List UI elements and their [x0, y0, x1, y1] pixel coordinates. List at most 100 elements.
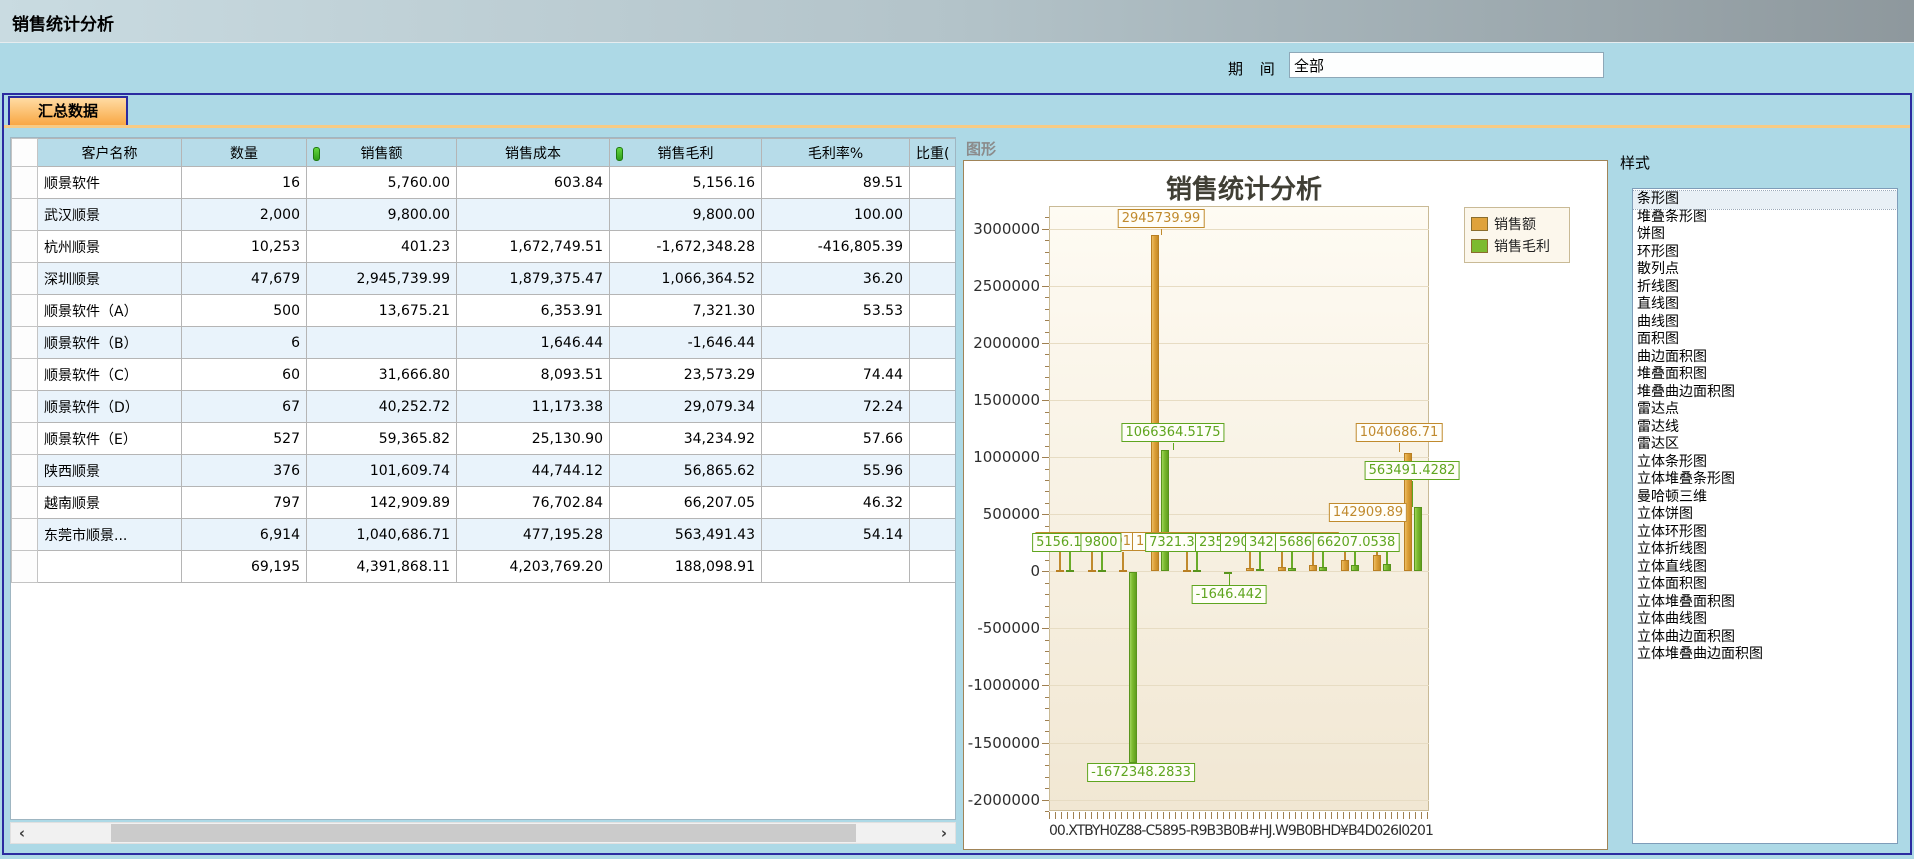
y-axis-label: -2000000 [967, 790, 1040, 809]
row-header[interactable] [11, 230, 38, 263]
table-row[interactable]: 越南顺景 797 142,909.89 76,702.84 66,207.05 46.32 [11, 486, 955, 519]
style-option[interactable]: 立体环形图 [1637, 523, 1707, 540]
style-option[interactable]: 雷达区 [1637, 436, 1679, 452]
y-axis-major-tick [1042, 514, 1049, 516]
sales-bar [1182, 569, 1191, 572]
column-header[interactable]: 销售成本 [456, 138, 610, 167]
style-option[interactable]: 立体堆叠面积图 [1637, 593, 1735, 610]
y-axis-minor-tick [1045, 217, 1049, 219]
table-cell: 60 [181, 358, 307, 391]
scrollbar-thumb[interactable] [111, 824, 856, 842]
row-header[interactable] [11, 166, 38, 199]
scroll-left-icon[interactable]: ‹ [18, 824, 26, 842]
style-option[interactable]: 立体直线图 [1637, 558, 1707, 575]
row-header[interactable] [11, 550, 38, 583]
label-connector [1195, 552, 1198, 571]
table-cell: 深圳顺景 [37, 262, 182, 295]
table-cell: 54.14 [761, 518, 910, 551]
table-cell: 527 [181, 422, 307, 455]
chart-style-listbox[interactable]: 条形图 堆叠条形图 饼图 环形图 散列点 折线图 直线图 曲线图 面积图 曲边面积图 堆叠面积图 堆叠… [1632, 188, 1898, 844]
table-cell: 1,646.44 [456, 326, 610, 359]
column-header[interactable]: 销售毛利 [609, 138, 762, 167]
style-option[interactable]: 散列点 [1637, 261, 1679, 277]
table-cell: 9,800.00 [609, 198, 762, 231]
style-option[interactable]: 立体堆叠条形图 [1637, 471, 1735, 487]
style-option[interactable]: 饼图 [1637, 226, 1665, 242]
sales-bar [1087, 570, 1096, 573]
profit-bar [1319, 567, 1328, 572]
style-option[interactable]: 堆叠条形图 [1637, 208, 1707, 225]
row-header[interactable] [11, 390, 38, 423]
table-row[interactable]: 杭州顺景 10,253 401.23 1,672,749.51 -1,672,348.2… [11, 230, 955, 263]
style-option[interactable]: 堆叠面积图 [1637, 366, 1707, 382]
table-cell: 1,040,686.71 [306, 518, 457, 551]
style-option[interactable]: 堆叠曲边面积图 [1637, 383, 1735, 400]
tab-summary-data[interactable]: 汇总数据 [8, 96, 128, 125]
callout-connector [1229, 573, 1230, 585]
style-option[interactable]: 雷达点 [1637, 401, 1679, 417]
row-header[interactable] [11, 326, 38, 359]
data-label: 1066364.5175 [1121, 423, 1225, 442]
table-row[interactable]: 顺景软件（E） 527 59,365.82 25,130.90 34,234.92 57.… [11, 422, 955, 455]
style-option[interactable]: 曲边面积图 [1637, 348, 1707, 365]
row-header[interactable] [11, 262, 38, 295]
period-input[interactable] [1289, 52, 1604, 78]
row-header[interactable] [11, 518, 38, 551]
table-cell [909, 486, 955, 519]
style-option[interactable]: 立体饼图 [1637, 506, 1693, 522]
row-header[interactable] [11, 454, 38, 487]
table-cell [761, 550, 910, 583]
table-row[interactable]: 69,195 4,391,868.11 4,203,769.20 188,098.91 [11, 550, 955, 583]
style-option[interactable]: 立体堆叠曲边面积图 [1637, 646, 1763, 662]
style-option[interactable]: 曼哈顿三维 [1637, 488, 1707, 505]
row-header[interactable] [11, 358, 38, 391]
y-axis-minor-tick [1045, 639, 1049, 641]
table-cell [909, 198, 955, 231]
table-cell: 10,253 [181, 230, 307, 263]
y-axis-minor-tick [1045, 331, 1049, 333]
y-axis-minor-tick [1045, 468, 1049, 470]
row-header[interactable] [11, 422, 38, 455]
horizontal-scrollbar[interactable]: ‹ › [10, 822, 956, 844]
table-row[interactable]: 顺景软件（A） 500 13,675.21 6,353.91 7,321.30 53.53 [11, 294, 955, 327]
style-option[interactable]: 立体面积图 [1637, 576, 1707, 592]
style-option[interactable]: 曲线图 [1637, 313, 1679, 330]
column-header[interactable]: 毛利率% [761, 138, 910, 167]
style-option[interactable]: 雷达线 [1637, 418, 1679, 435]
table-row[interactable]: 顺景软件（D） 67 40,252.72 11,173.38 29,079.34 72.2… [11, 390, 955, 423]
style-option[interactable]: 立体折线图 [1637, 541, 1707, 557]
column-header[interactable]: 销售额 [306, 138, 457, 167]
style-option[interactable]: 面积图 [1637, 331, 1679, 347]
column-filter-icon[interactable] [616, 147, 623, 161]
table-row[interactable]: 顺景软件（B） 6 1,646.44 -1,646.44 [11, 326, 955, 359]
table-cell: 顺景软件 [37, 166, 182, 199]
table-cell: 6,353.91 [456, 294, 610, 327]
column-header[interactable]: 客户名称 [37, 138, 182, 167]
y-axis-major-tick [1042, 228, 1049, 230]
table-row[interactable]: 东莞市顺景... 6,914 1,040,686.71 477,195.28 563,4… [11, 518, 955, 551]
y-axis-label: 0 [1030, 562, 1040, 581]
row-header[interactable] [11, 294, 38, 327]
column-header[interactable]: 比重( [909, 138, 955, 167]
row-header[interactable] [11, 198, 38, 231]
label-connector [1290, 552, 1293, 568]
style-option[interactable]: 折线图 [1637, 278, 1679, 295]
table-cell: 越南顺景 [37, 486, 182, 519]
table-row[interactable]: 顺景软件 16 5,760.00 603.84 5,156.16 89.51 [11, 166, 955, 199]
row-header[interactable] [11, 486, 38, 519]
y-axis-label: -1500000 [967, 733, 1040, 752]
style-option[interactable]: 立体曲线图 [1637, 611, 1707, 627]
style-option[interactable]: 立体条形图 [1637, 453, 1707, 470]
style-option[interactable]: 直线图 [1637, 296, 1679, 312]
style-option[interactable]: 立体曲边面积图 [1637, 628, 1735, 645]
table-row[interactable]: 深圳顺景 47,679 2,945,739.99 1,879,375.47 1,066,… [11, 262, 955, 295]
column-header[interactable]: 数量 [181, 138, 307, 167]
table-row[interactable]: 顺景软件（C） 60 31,666.80 8,093.51 23,573.29 74.44 [11, 358, 955, 391]
style-option[interactable]: 环形图 [1637, 243, 1679, 260]
table-cell: 29,079.34 [609, 390, 762, 423]
table-row[interactable]: 武汉顺景 2,000 9,800.00 9,800.00 100.00 [11, 198, 955, 231]
style-option[interactable]: 条形图 [1633, 190, 1897, 210]
scroll-right-icon[interactable]: › [940, 824, 948, 842]
column-filter-icon[interactable] [313, 147, 320, 161]
table-row[interactable]: 陕西顺景 376 101,609.74 44,744.12 56,865.62 55.96 [11, 454, 955, 487]
